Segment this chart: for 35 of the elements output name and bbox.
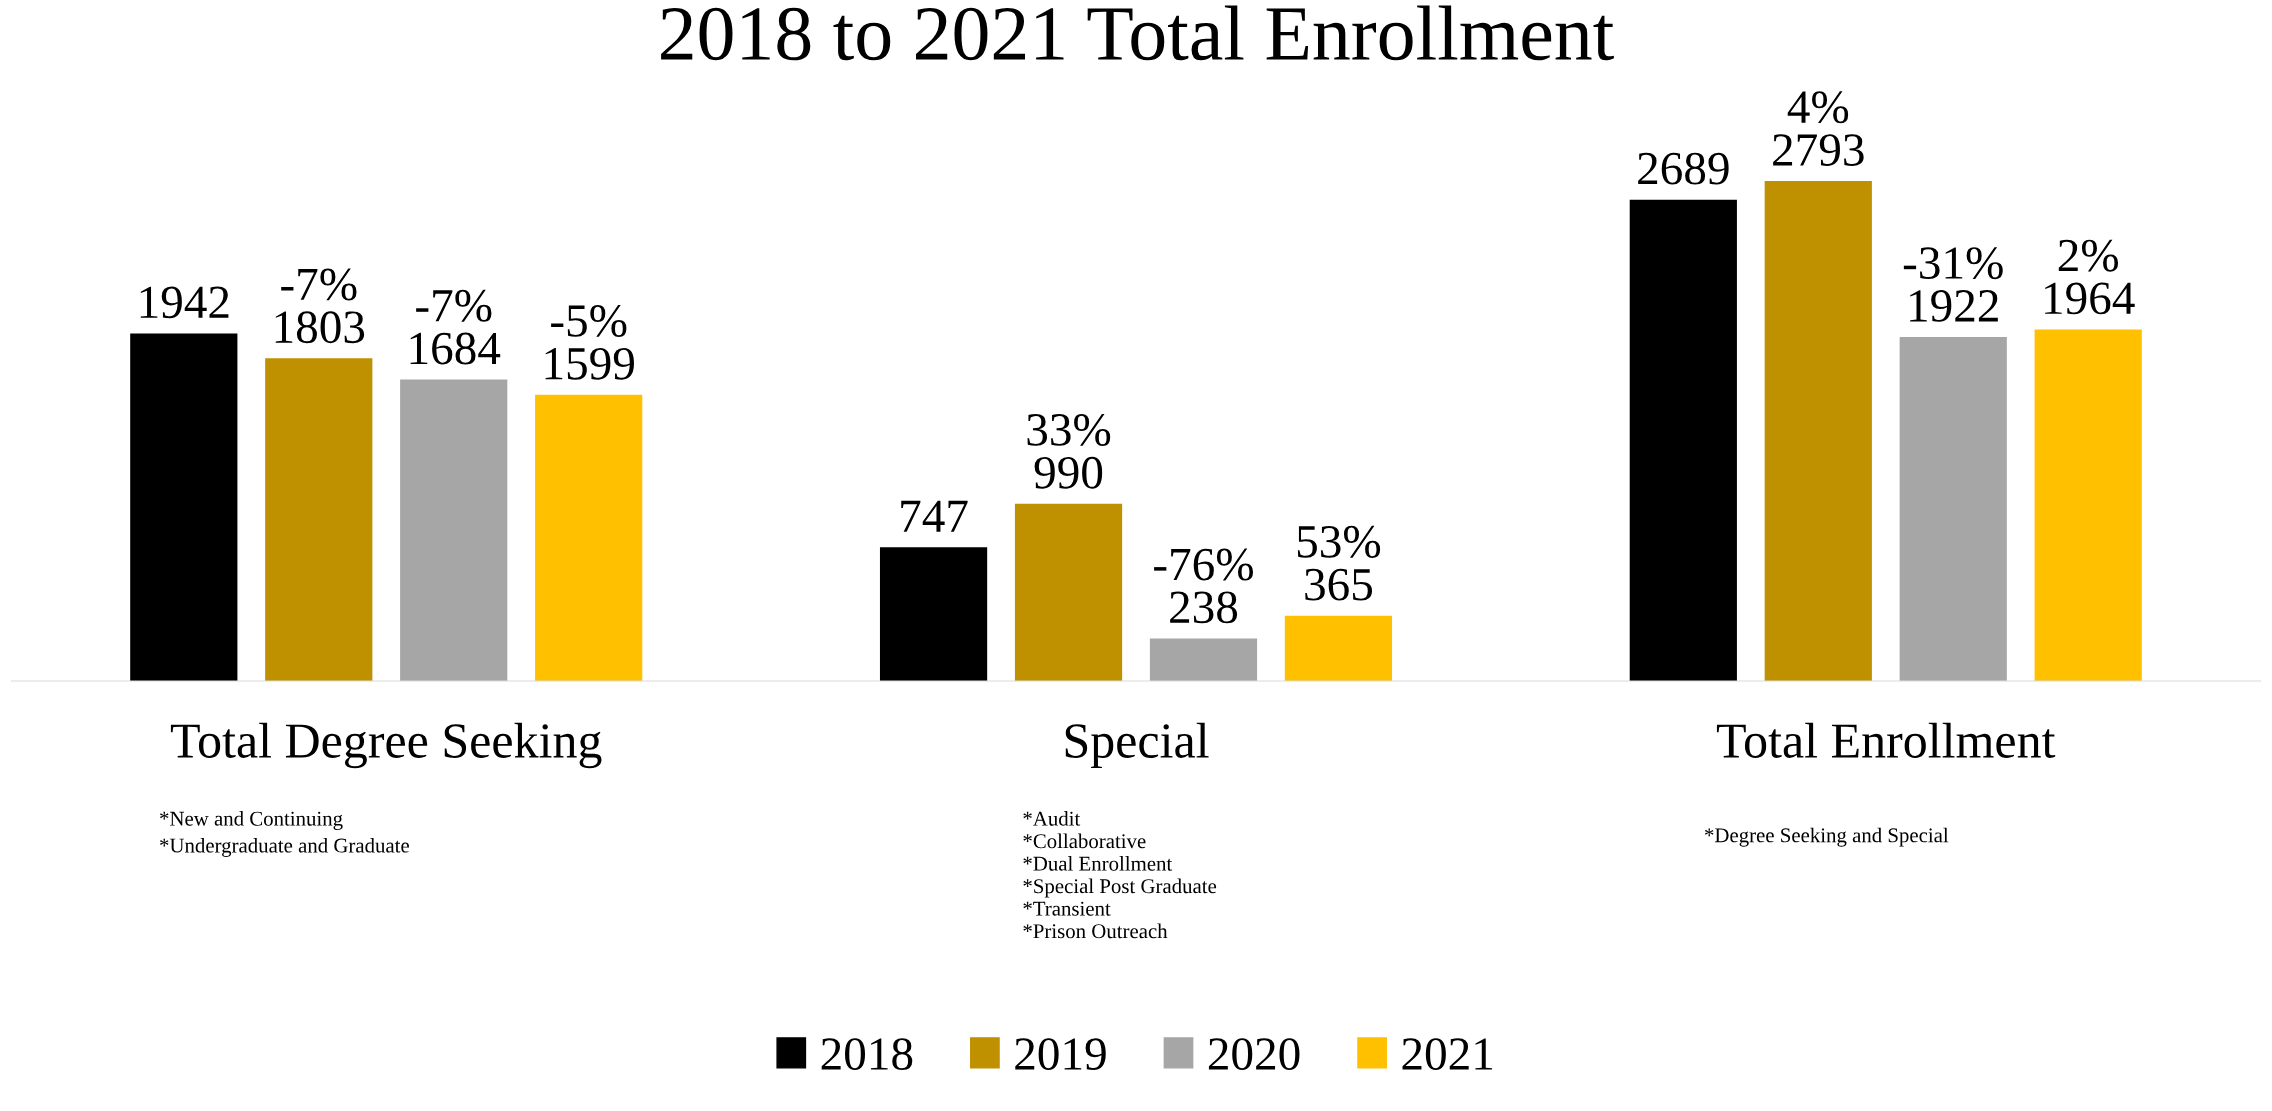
bar (1764, 181, 1872, 682)
legend-label: 2019 (1015, 1038, 1106, 1071)
x-tick-label: Total Enrollment (1716, 722, 2056, 758)
chart-title: 2018 to 2021 Total Enrollment (661, 5, 1614, 61)
data-label: -31% 1922 (1903, 247, 2003, 322)
bar (400, 379, 508, 682)
bar (1284, 615, 1393, 682)
data-label: 4% 2793 (1773, 91, 1864, 166)
bar (1014, 503, 1123, 682)
legend-label: 2021 (1402, 1038, 1493, 1071)
bar (265, 358, 373, 682)
x-tick-label: Total Degree Seeking (170, 722, 602, 769)
bar (1899, 337, 2007, 682)
bar (879, 547, 988, 682)
data-label: 2% 1964 (2045, 239, 2135, 315)
data-label: -7% 1684 (410, 289, 501, 365)
bar (1629, 199, 1737, 682)
data-label: 53% 365 (1297, 525, 1381, 601)
bar (1149, 638, 1258, 682)
data-label: 2689 (1638, 152, 1729, 185)
bar (130, 333, 238, 682)
x-tick-label: Special (1065, 722, 1209, 769)
bar (2034, 329, 2142, 682)
text: *New and Continuing *Undergraduate and Graduate (160, 811, 409, 857)
legend-label: 2018 (821, 1038, 913, 1071)
data-label: -5% 1599 (545, 304, 634, 380)
text: *Degree Seeking and Special (1705, 827, 1949, 847)
data-label: 747 (901, 500, 968, 532)
bar (535, 394, 643, 682)
legend-label: 2020 (1208, 1038, 1300, 1071)
data-label: -7% 1803 (275, 268, 365, 344)
data-label: 1942 (140, 286, 229, 319)
data-label: 33% 990 (1027, 413, 1111, 489)
text: *Audit *Collaborative *Dual Enrollment *Special Post Graduate *Transient *Prison Outreach (1023, 811, 1217, 939)
data-label: -76% 238 (1154, 548, 1254, 624)
